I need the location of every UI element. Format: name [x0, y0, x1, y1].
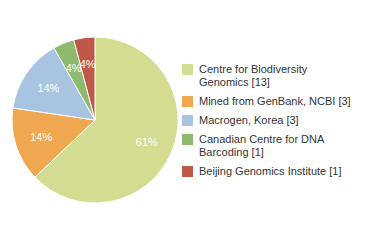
- html-text:Mined from GenBank, NCBI [3]: Mined from GenBank, NCBI [3]: [199, 94, 351, 107]
- svg-text:14%: 14%: [37, 82, 59, 94]
- html-text:Beijing Genomics Institute [1]: Beijing Genomics Institute [1]: [199, 164, 342, 177]
- svg-text:61%: 61%: [136, 136, 158, 148]
- html-text:Macrogen, Korea [3]: Macrogen, Korea [3]: [199, 113, 299, 126]
- html-text:Centre for Biodiversity Genomi: Centre for Biodiversity Genomics [13]: [199, 62, 308, 88]
- svg-text:4%: 4%: [80, 58, 96, 70]
- svg-text:14%: 14%: [30, 131, 52, 143]
- svg-text:4%: 4%: [65, 61, 82, 74]
- html-text:Canadian Centre for DNA Barcod: Canadian Centre for DNA Barcoding [1]: [199, 132, 325, 158]
